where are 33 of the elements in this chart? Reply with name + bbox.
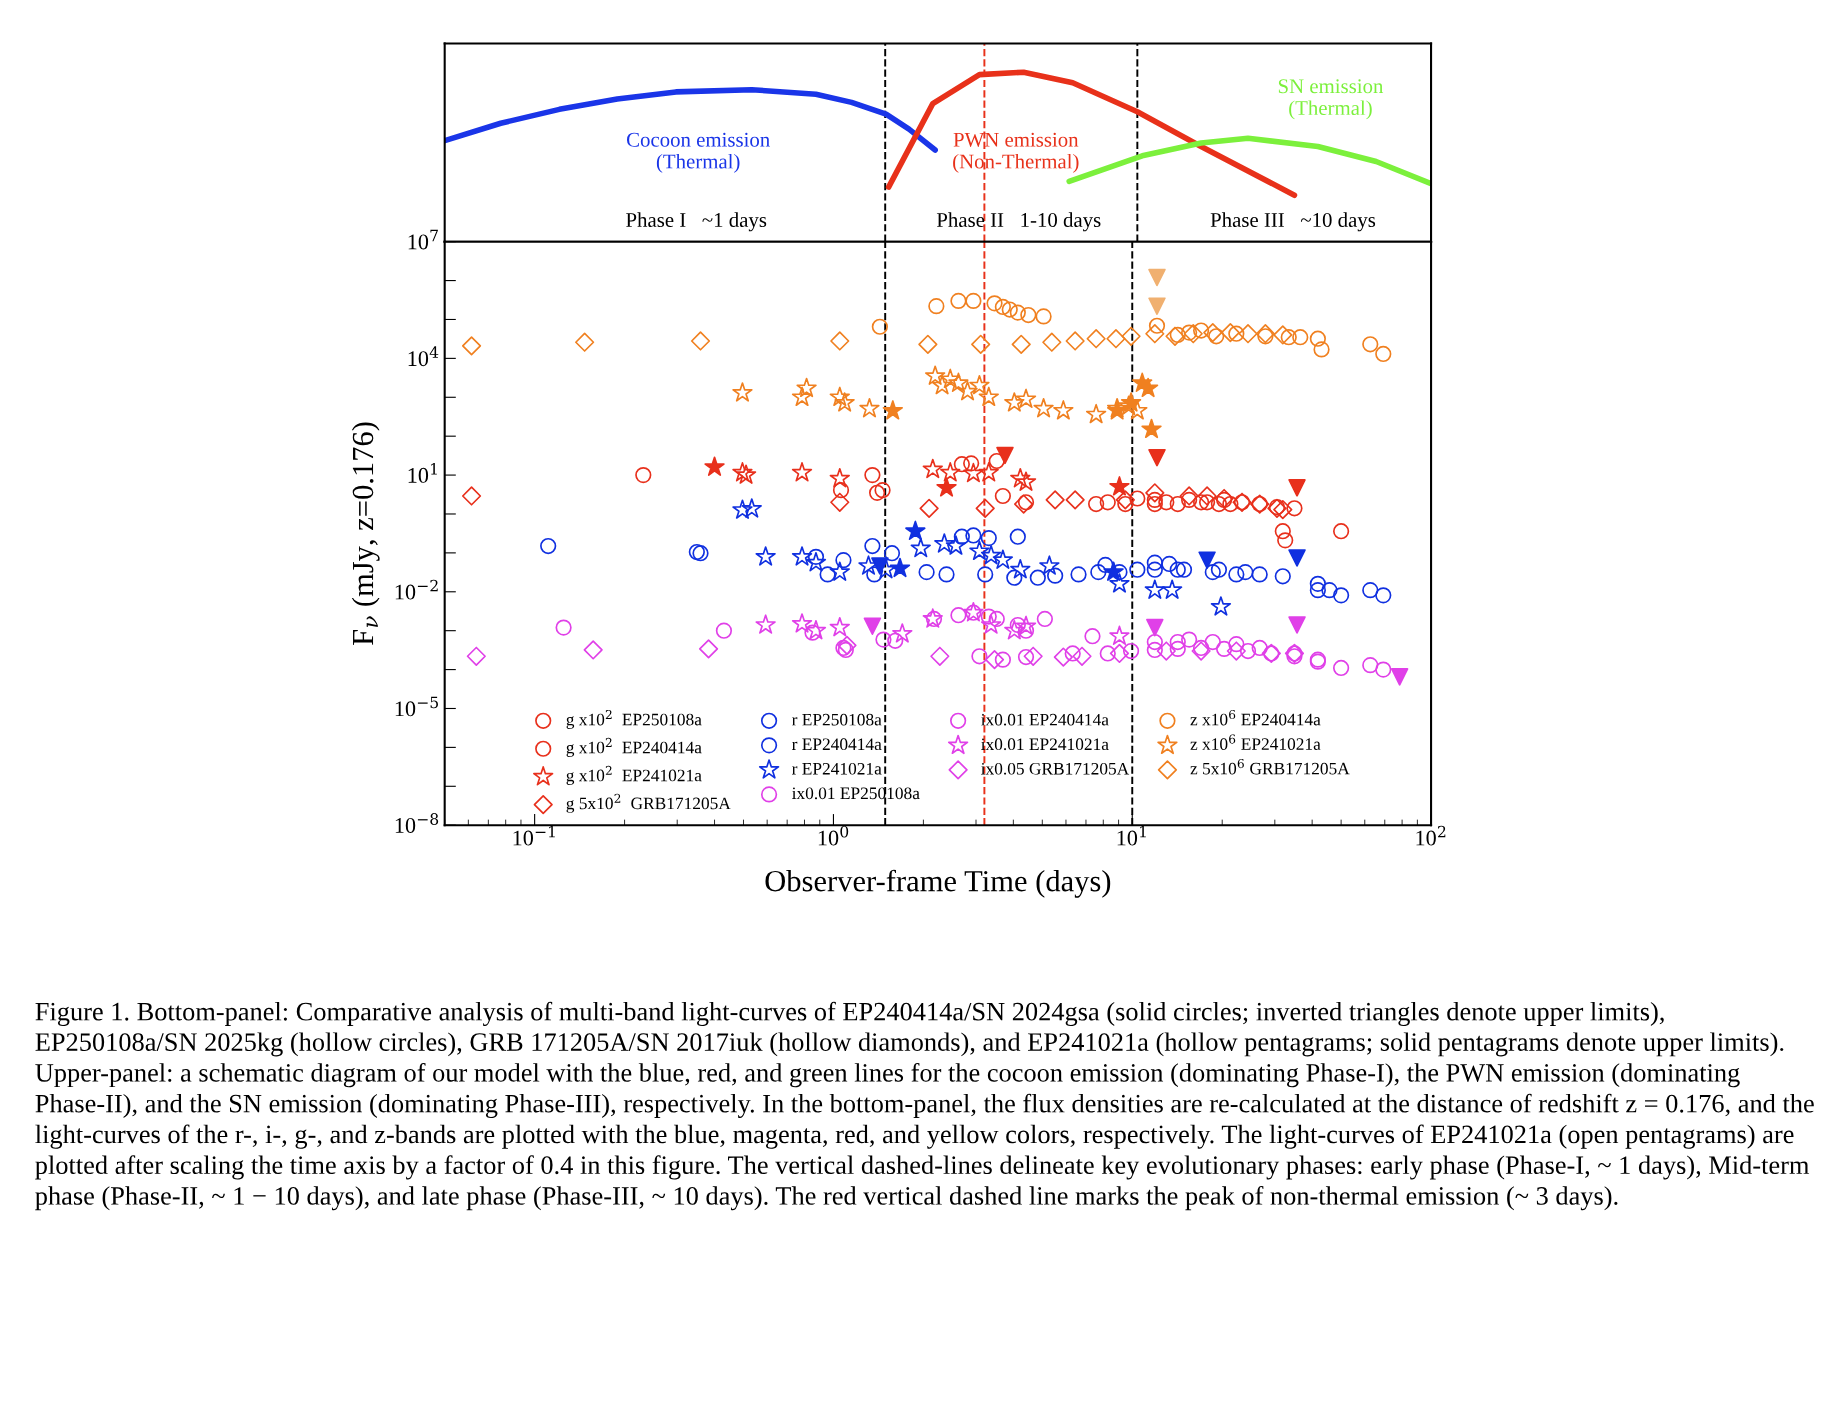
- series-label: SN emission (Thermal): [1278, 79, 1384, 120]
- y-tick-label: 10$^{−5}$: [395, 696, 438, 717]
- series-label: PWN emission (Non-Thermal): [953, 132, 1079, 173]
- x-tick-label: 10$^{1}$: [1117, 825, 1146, 846]
- annotation: Phase I ~1 days: [626, 212, 767, 232]
- x-tick-label: 10$^{−1}$: [513, 825, 555, 846]
- legend-label: g 5x10$^{2}$ GRB171205A: [566, 793, 731, 813]
- legend-label: r EP240414a: [792, 738, 882, 751]
- legend-label: z x10$^{6}$ EP241021a: [1190, 734, 1321, 750]
- y-axis-title: F$_{ν}$ (mJy, z=0.176): [351, 422, 380, 645]
- legend-label: g x10$^{2}$ EP241021a: [566, 765, 702, 785]
- legend-label: ix0.01 EP250108a: [792, 787, 920, 800]
- legend-label: r EP250108a: [792, 713, 882, 726]
- y-tick-label: 10$^{7}$: [408, 229, 438, 250]
- y-tick-label: 10$^{−2}$: [395, 579, 438, 600]
- legend-label: g x10$^{2}$ EP240414a: [566, 737, 702, 757]
- legend-label: g x10$^{2}$ EP250108a: [566, 709, 702, 729]
- legend-label: ix0.01 EP240414a: [981, 713, 1109, 726]
- annotation: Phase II 1-10 days: [936, 212, 1101, 232]
- y-tick-label: 10$^{−8}$: [395, 813, 439, 833]
- annotation: Phase III ~10 days: [1210, 212, 1376, 232]
- legend-label: z 5x10$^{6}$ GRB171205A: [1190, 758, 1350, 775]
- legend-label: ix0.05 GRB171205A: [981, 762, 1130, 775]
- legend-label: ix0.01 EP241021a: [981, 738, 1109, 751]
- x-axis-title: Observer-frame Time (days): [765, 869, 1111, 898]
- series-label: Cocoon emission (Thermal): [626, 132, 770, 173]
- y-tick-label: 10$^{1}$: [408, 463, 437, 483]
- legend-label: z x10$^{6}$ EP240414a: [1190, 709, 1321, 726]
- caption: Figure 1. Bottom-panel: Comparative analysis of multi-band light-curves of EP240414a/SN 2024gsa (solid circles; inverted triangles denote upper limits), EP250108a/SN 2025kg (hollow circles), GRB 171205A/SN 2017iuk (hollow diamonds), and EP241021a (hollow pentagrams; solid pentagrams denote upper limits). Upper-panel: a schematic diagram of our model with the blue, red, and green lines for the cocoon emission (dominating Phase-I), the PWN emission (dominating Phase-II), and the SN emission (dominating Phase-III), respectively. In the bottom-panel, the flux densities are re-calculated at the distance of redshift z = 0.176, and the light-curves of the r-, i-, g-, and z-bands are plotted with the blue, magenta, red, and yellow colors, respectively. The light-curves of EP241021a (open pentagrams) are plotted after scaling the time axis by a factor of 0.4 in this figure. The vertical dashed-lines delineate key evolutionary phases: early phase (Phase-I, ~ 1 days), Mid-term phase (Phase-II, ~ 1 − 10 days), and late phase (Phase-III, ~ 10 days). The red vertical dashed line marks the peak of non-thermal emission (~ 3 days).: [35, 1001, 1814, 1211]
- legend-label: r EP241021a: [792, 762, 882, 775]
- y-tick-label: 10$^{4}$: [408, 346, 439, 367]
- x-tick-label: 10$^{2}$: [1416, 825, 1446, 846]
- x-tick-label: 10$^{0}$: [818, 825, 849, 846]
